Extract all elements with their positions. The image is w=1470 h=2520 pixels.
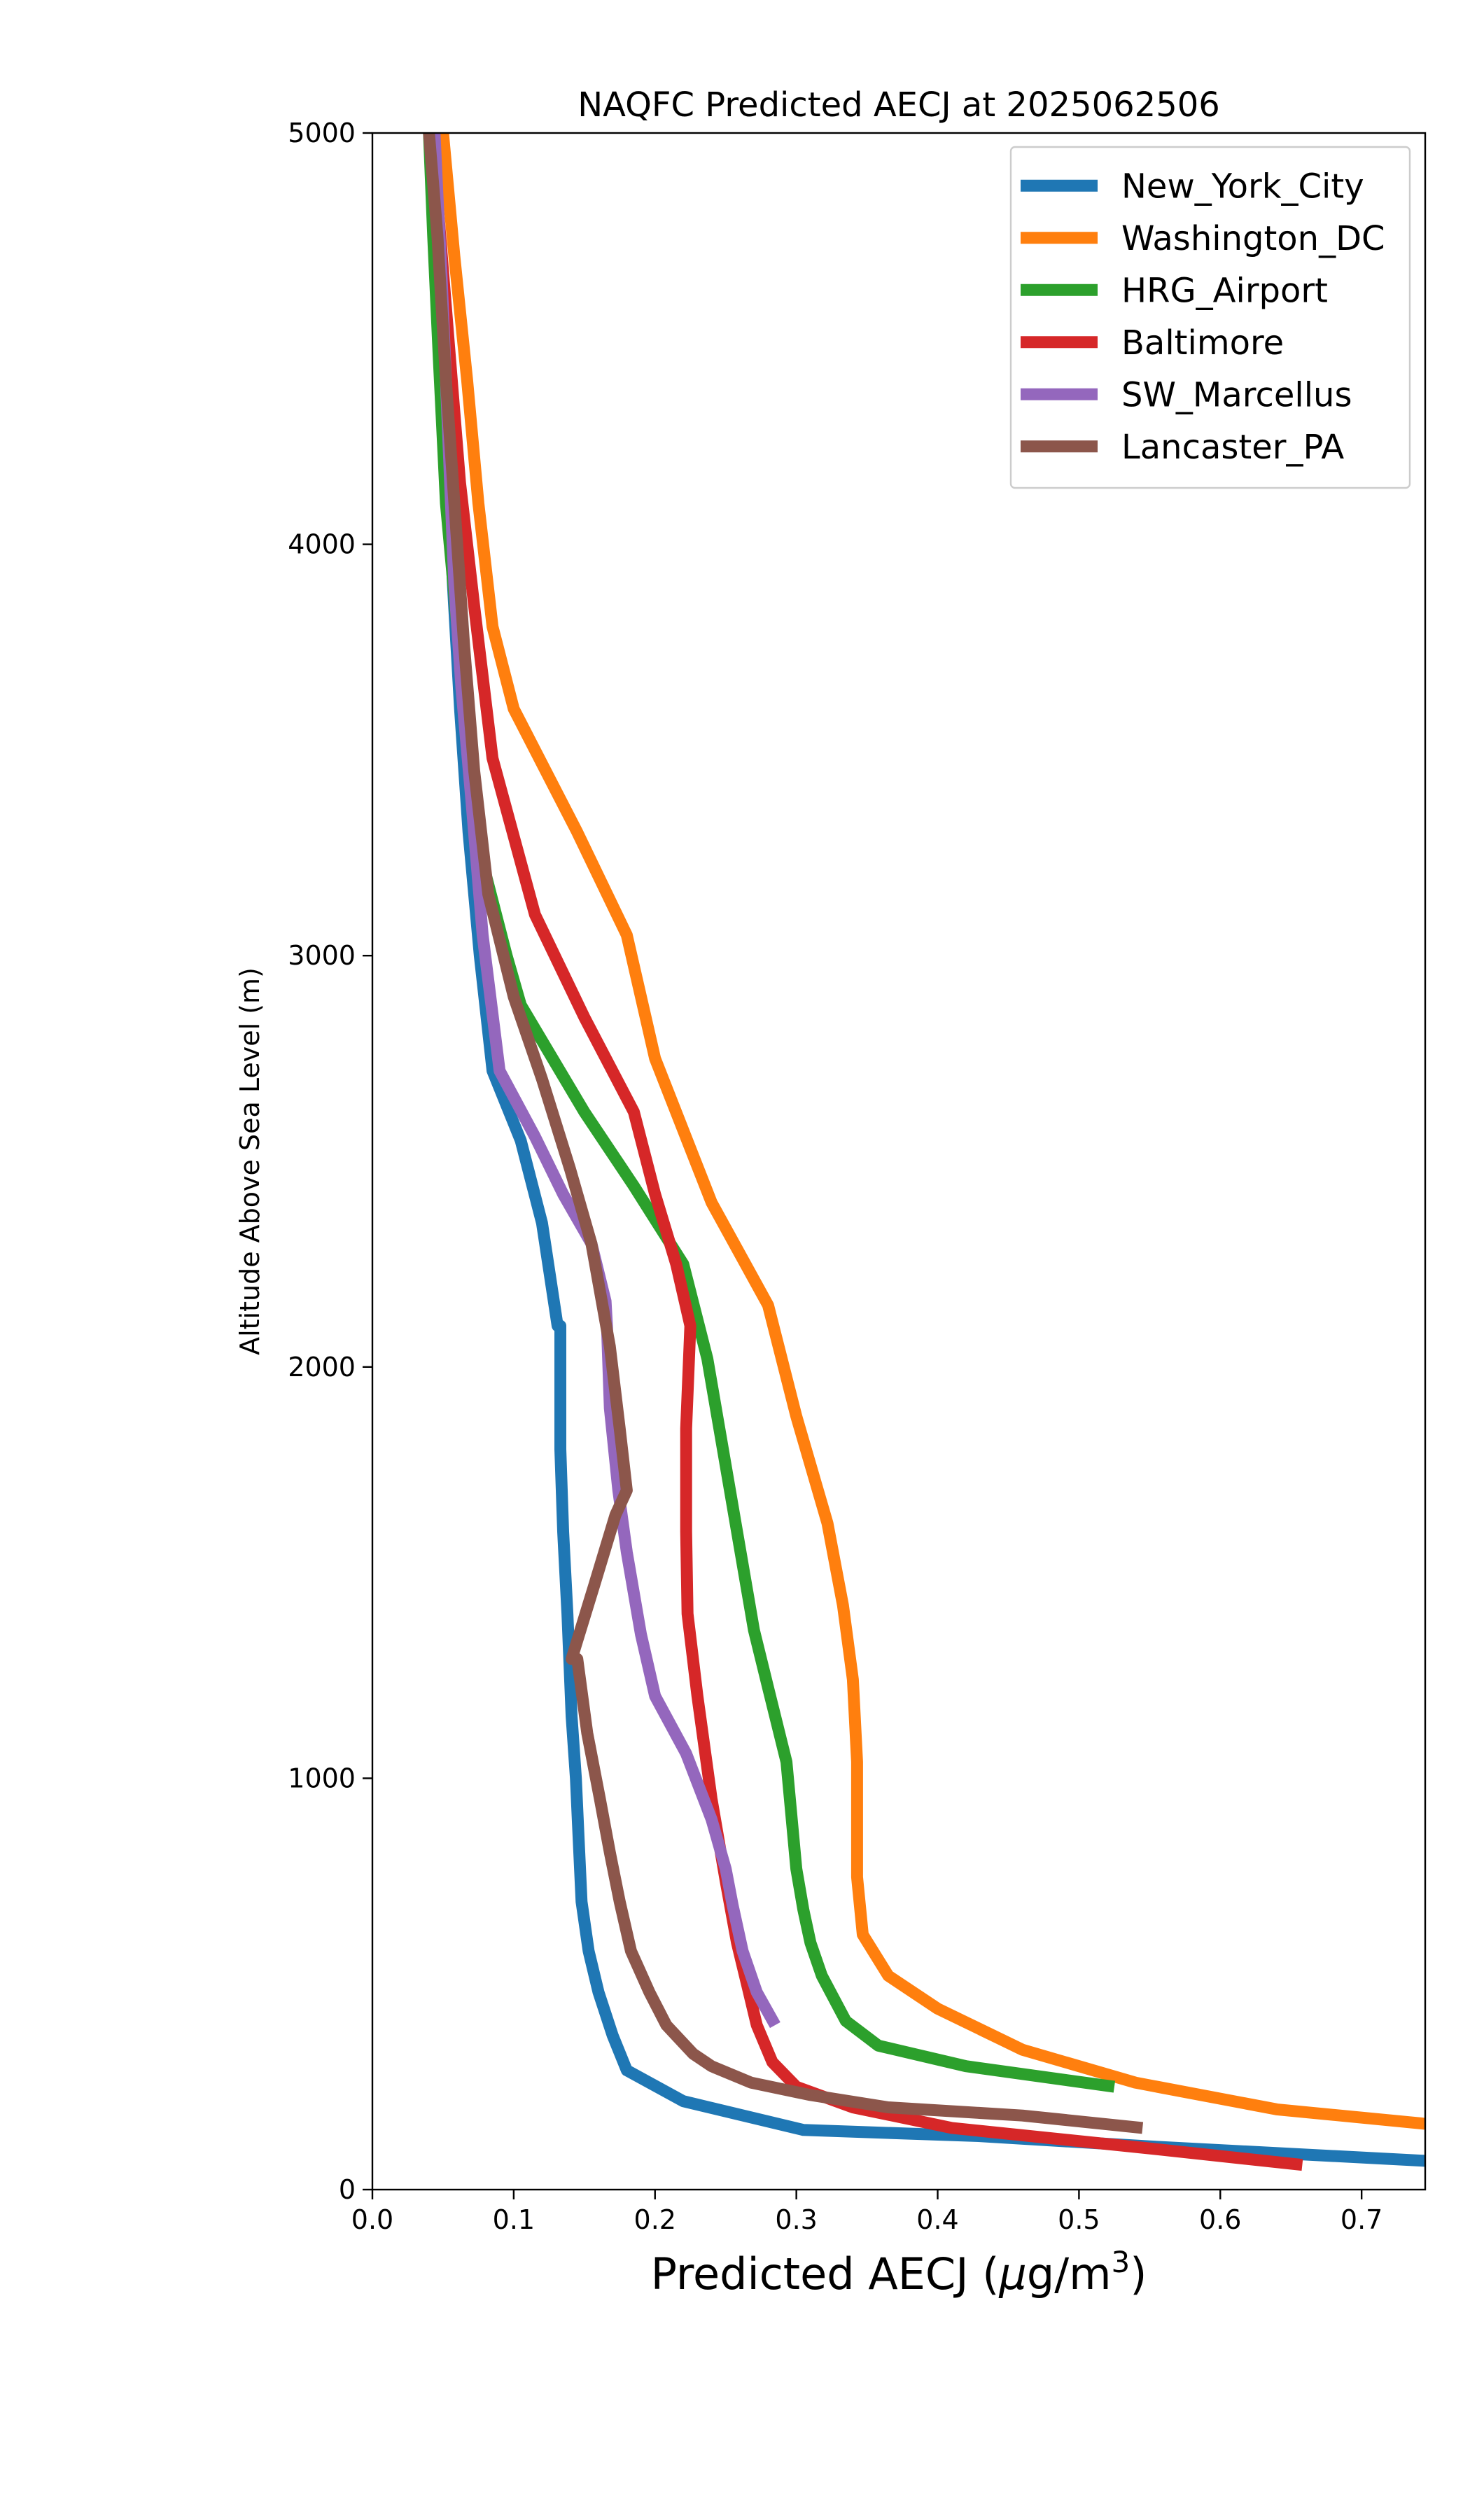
y-tick-label: 4000 — [288, 529, 356, 560]
y-tick-label: 3000 — [288, 940, 356, 971]
x-tick-label: 0.0 — [351, 2204, 393, 2235]
legend-label-new-york-city: New_York_City — [1121, 167, 1364, 206]
series-line-baltimore — [426, 133, 1303, 2171]
x-axis-ticks: 0.0 0.1 0.2 0.3 0.4 0.5 0.6 0.7 — [351, 2190, 1382, 2235]
legend: New_York_City Washington_DC HRG_Airport Bal… — [1009, 146, 1411, 489]
x-tick-label: 0.2 — [634, 2204, 676, 2235]
series-line-sw-marcellus — [428, 133, 780, 2029]
legend-box — [1009, 146, 1411, 489]
x-axis-label-superscript: 3 — [1111, 2245, 1130, 2279]
x-axis-label-main: Predicted AECJ ( — [651, 2248, 1000, 2300]
y-tick-label: 1000 — [288, 1763, 356, 1793]
x-axis-label-mu: μ — [998, 2248, 1026, 2300]
legend-label-hrg-airport: HRG_Airport — [1121, 271, 1328, 310]
series-line-lancaster-pa — [423, 133, 1144, 2134]
y-axis-ticks: 0 1000 2000 3000 4000 5000 — [288, 118, 372, 2205]
plot-area-frame — [371, 132, 1427, 2191]
x-tick-label: 0.5 — [1058, 2204, 1100, 2235]
legend-label-baltimore: Baltimore — [1121, 323, 1284, 363]
x-tick-label: 0.6 — [1199, 2204, 1241, 2235]
legend-label-lancaster-pa: Lancaster_PA — [1121, 428, 1344, 467]
y-tick-label: 2000 — [288, 1352, 356, 1382]
x-tick-label: 0.3 — [775, 2204, 817, 2235]
y-tick-label: 5000 — [288, 118, 356, 148]
x-tick-label: 0.7 — [1340, 2204, 1382, 2235]
x-axis-label-close: ) — [1130, 2248, 1147, 2300]
legend-label-sw-marcellus: SW_Marcellus — [1121, 375, 1352, 414]
legend-label-washington-dc: Washington_DC — [1121, 219, 1385, 258]
y-axis-label: Altitude Above Sea Level (m) — [234, 967, 265, 1355]
x-tick-label: 0.4 — [916, 2204, 958, 2235]
series-layer — [423, 133, 1425, 2171]
x-axis-label: Predicted AECJ (μg/m3) — [651, 2245, 1147, 2300]
x-tick-label: 0.1 — [493, 2204, 535, 2235]
chart-title: NAQFC Predicted AECJ at 2025062506 — [578, 85, 1220, 125]
y-tick-label: 0 — [339, 2174, 356, 2205]
x-axis-label-unit: g/m — [1027, 2248, 1112, 2300]
series-line-washington-dc — [431, 133, 1425, 2130]
